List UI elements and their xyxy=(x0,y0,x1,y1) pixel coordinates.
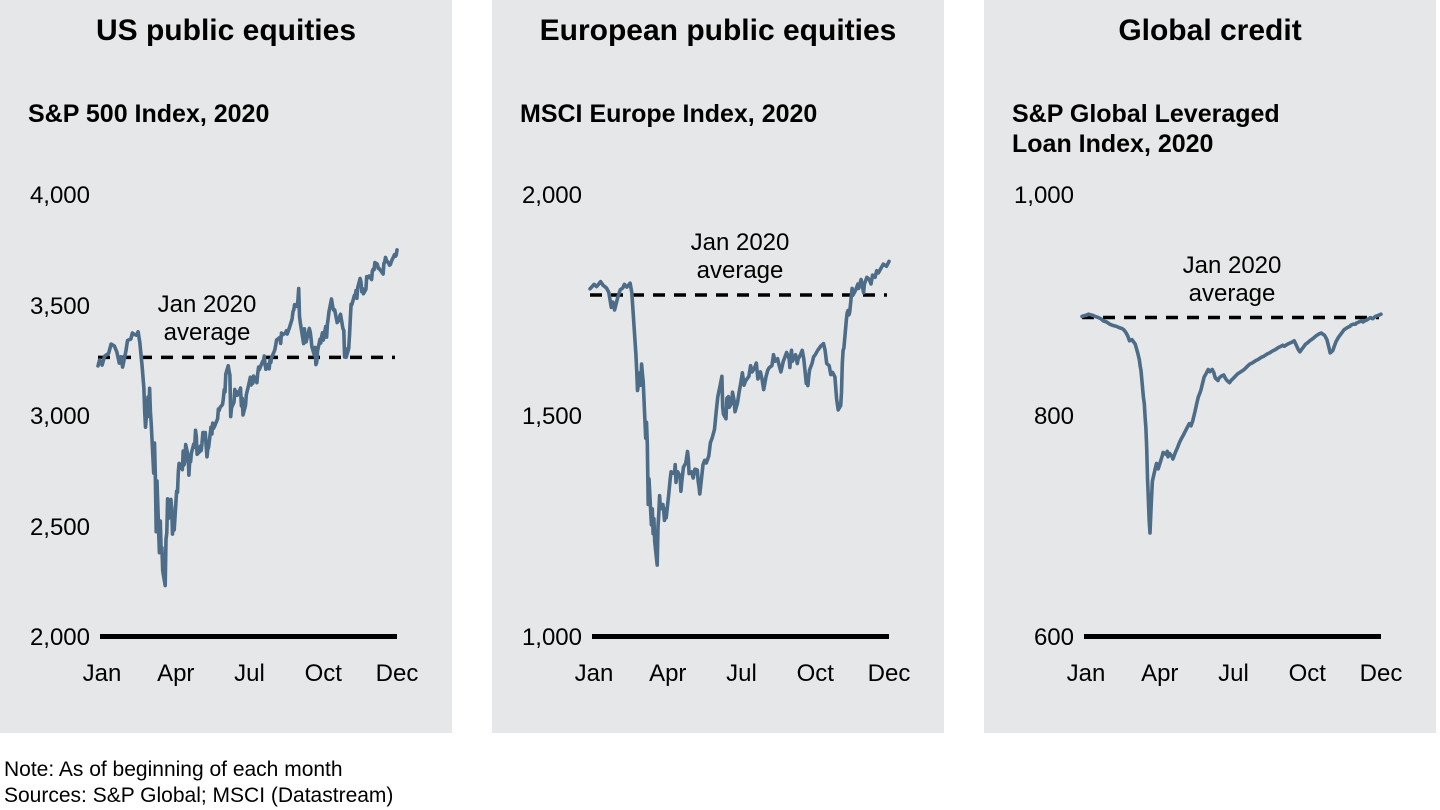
y-axis-tick-label: 1,000 xyxy=(1013,182,1074,209)
x-axis-tick-label: Apr xyxy=(157,660,195,687)
panel-global-credit: Global credit S&P Global Leveraged Loan … xyxy=(984,0,1436,733)
reference-label-line2: average xyxy=(163,319,251,347)
chart-subtitle: S&P Global Leveraged Loan Index, 2020 xyxy=(1012,100,1280,158)
y-axis-tick-label: 600 xyxy=(1033,624,1074,651)
y-axis-tick-label: 2,500 xyxy=(29,513,90,541)
panel-european-public-equities: European public equities MSCI Europe Ind… xyxy=(492,0,944,733)
y-axis-tick-label: 1,000 xyxy=(521,624,582,651)
y-axis-tick-label: 1,500 xyxy=(521,403,582,430)
x-axis-line xyxy=(100,634,397,639)
x-axis-line xyxy=(592,634,889,639)
x-axis-tick-label: Jul xyxy=(726,660,757,687)
sources-text: Sources: S&P Global; MSCI (Datastream) xyxy=(4,784,394,807)
panel-title: Global credit xyxy=(1118,14,1302,47)
line-chart xyxy=(1080,312,1383,639)
x-axis-tick-label: Oct xyxy=(1288,660,1326,687)
reference-label-line2: average xyxy=(696,257,784,284)
x-axis-tick-label: Dec xyxy=(867,660,911,687)
x-axis-tick-label: Oct xyxy=(304,660,342,687)
y-axis-tick-label: 800 xyxy=(1033,403,1074,430)
x-axis-tick-label: Jan xyxy=(574,660,614,687)
panel-title: European public equities xyxy=(539,14,897,47)
x-axis-tick-label: Jan xyxy=(1066,660,1106,687)
reference-line-label: Jan 2020 average xyxy=(97,291,317,347)
x-axis-tick-label: Apr xyxy=(649,660,687,687)
line-chart xyxy=(588,259,891,639)
line-chart xyxy=(96,248,399,639)
x-axis-tick-label: Dec xyxy=(1359,660,1403,687)
y-axis-tick-label: 2,000 xyxy=(29,624,90,651)
x-axis-tick-label: Apr xyxy=(1141,660,1179,687)
x-axis-tick-label: Jul xyxy=(234,660,265,687)
reference-label-line1: Jan 2020 xyxy=(157,291,257,319)
y-axis-tick-label: 2,000 xyxy=(521,182,582,209)
index-price-line xyxy=(588,259,891,567)
reference-line-label: Jan 2020 average xyxy=(630,229,850,285)
y-axis-tick-label: 3,000 xyxy=(29,403,90,430)
panel-us-public-equities: US public equities S&P 500 Index, 2020 J… xyxy=(0,0,452,733)
reference-label-line2: average xyxy=(1188,279,1276,307)
y-axis-tick-label: 4,000 xyxy=(29,182,90,209)
panel-title: US public equities xyxy=(95,14,357,47)
x-axis-tick-label: Oct xyxy=(796,660,834,687)
reference-line-label: Jan 2020 average xyxy=(1122,252,1342,308)
chart-subtitle: MSCI Europe Index, 2020 xyxy=(520,100,818,128)
x-axis-tick-label: Jul xyxy=(1218,660,1249,687)
index-price-line xyxy=(1080,312,1383,535)
x-axis-line xyxy=(1084,634,1381,639)
note-text: Note: As of beginning of each month xyxy=(4,758,343,781)
chart-subtitle: S&P 500 Index, 2020 xyxy=(28,100,270,128)
index-price-line xyxy=(96,248,399,588)
y-axis-tick-label: 3,500 xyxy=(29,292,90,320)
figure-footnote: Note: As of beginning of each month Sour… xyxy=(4,757,393,809)
x-axis-tick-label: Jan xyxy=(82,660,122,687)
reference-label-line1: Jan 2020 xyxy=(690,229,790,256)
reference-label-line1: Jan 2020 xyxy=(1182,251,1282,279)
x-axis-tick-label: Dec xyxy=(375,660,419,687)
